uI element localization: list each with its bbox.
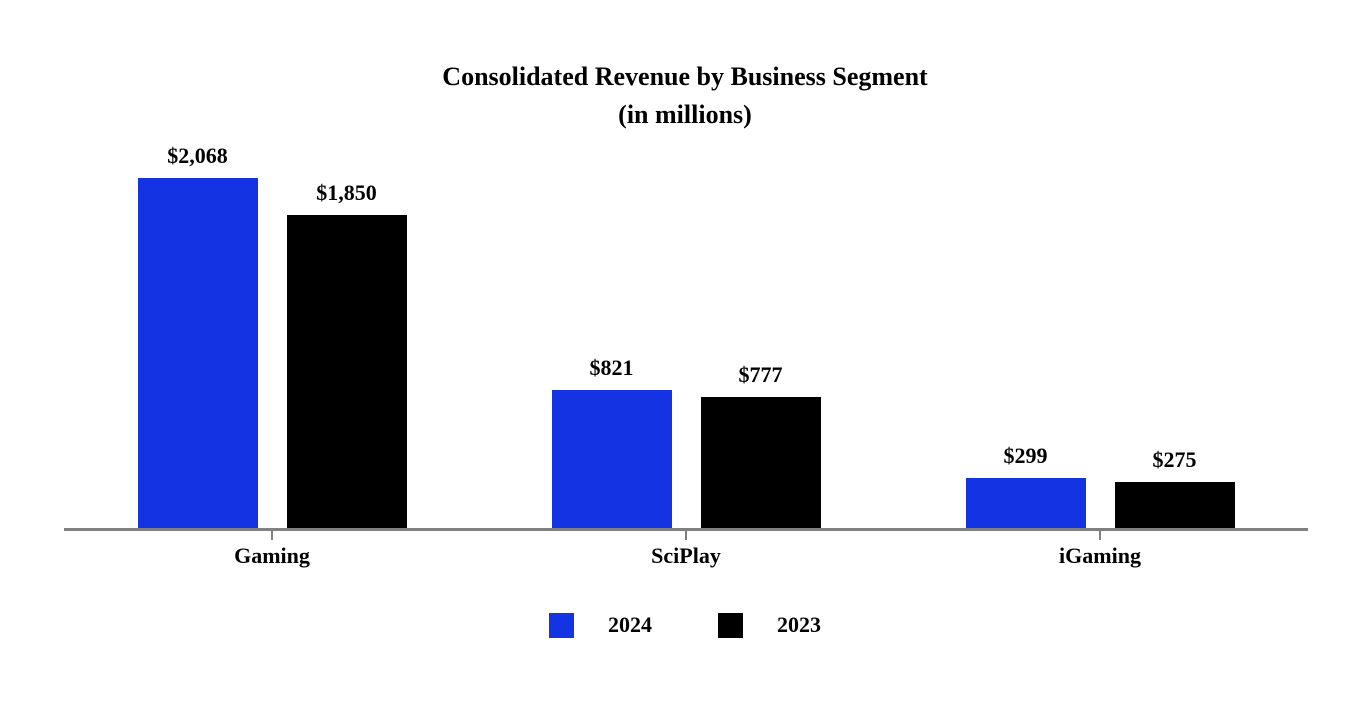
chart-title: Consolidated Revenue by Business Segment [442,62,928,91]
category-label-sciplay: SciPlay [651,543,721,568]
bar-column: $2,068 [137,143,258,529]
bar-2024-sciplay [551,390,672,529]
bar-group-igaming: $299 $275 [893,140,1307,529]
plot-area: $2,068 $1,850 $821 $777 $299 $275 [65,140,1307,529]
axis-tick [271,531,273,540]
legend-swatch-2023 [718,612,743,638]
legend-label-2024: 2024 [608,612,652,637]
bar-column: $777 [700,362,821,529]
chart-subtitle: (in millions) [618,100,752,129]
bar-value-label: $299 [1003,443,1048,468]
bar-value-label: $2,068 [167,143,228,168]
bar-2024-igaming [965,478,1086,529]
bar-column: $1,850 [286,180,407,529]
bar-value-label: $1,850 [316,180,377,205]
axis-tick [1099,531,1101,540]
bar-column: $299 [965,443,1086,529]
legend-item-2024: 2024 [549,612,652,638]
bar-value-label: $821 [589,355,634,380]
bar-value-label: $777 [738,362,783,387]
bar-2023-igaming [1114,482,1235,529]
bar-group-gaming: $2,068 $1,850 [65,140,479,529]
bar-column: $275 [1114,447,1235,529]
bar-2024-gaming [137,178,258,529]
legend: 2024 2023 [0,612,1370,638]
bar-column: $821 [551,355,672,529]
x-axis-line [64,528,1308,531]
bar-2023-gaming [286,215,407,529]
bar-value-label: $275 [1152,447,1197,472]
legend-label-2023: 2023 [777,612,821,637]
category-label-igaming: iGaming [1059,543,1141,568]
chart-title-block: Consolidated Revenue by Business Segment… [0,58,1370,134]
category-label-gaming: Gaming [234,543,310,568]
bar-group-sciplay: $821 $777 [479,140,893,529]
legend-item-2023: 2023 [718,612,821,638]
bar-2023-sciplay [700,397,821,529]
legend-swatch-2024 [549,612,574,638]
axis-tick [685,531,687,540]
